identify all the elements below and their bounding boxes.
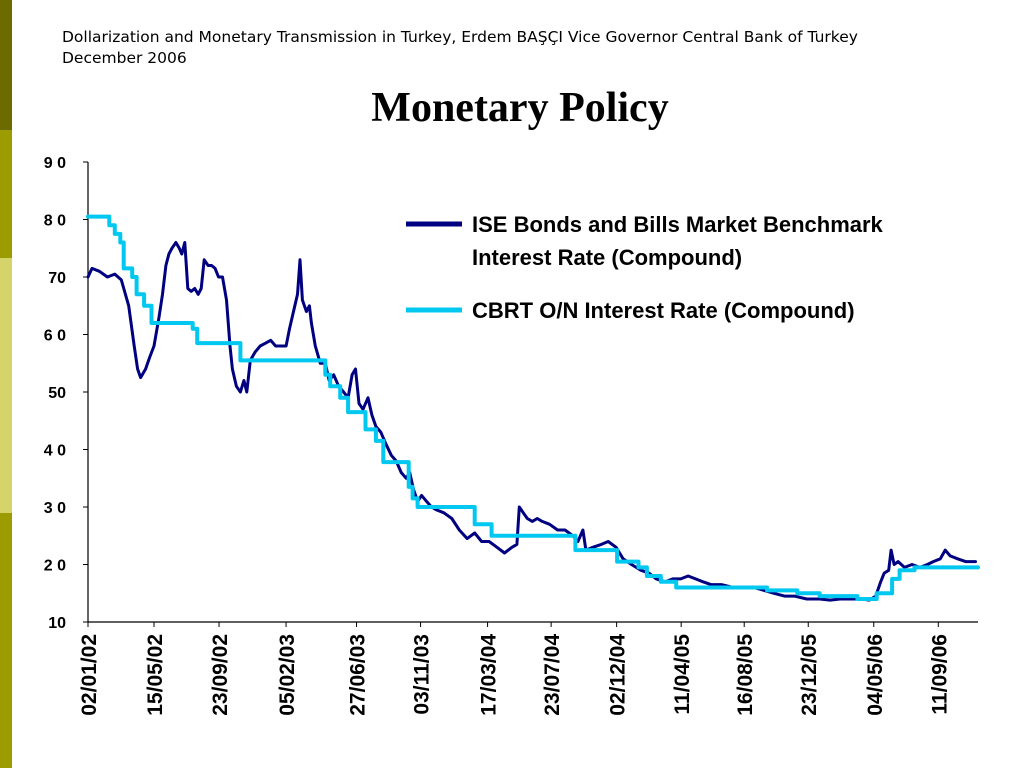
x-tick-label: 23/09/02 [209, 634, 232, 716]
y-tick-label: 4 0 [44, 443, 66, 460]
y-tick-label: 50 [48, 385, 66, 402]
slide-header: Dollarization and Monetary Transmission … [62, 28, 858, 67]
side-bar-pale [0, 258, 12, 513]
series-line-2 [86, 214, 980, 601]
x-tick-label: 27/06/03 [347, 634, 370, 716]
legend-label-1: ISE Bonds and Bills Market Benchmark Inte… [472, 212, 884, 270]
x-tick-label: 02/12/04 [607, 634, 630, 716]
side-bar-dark [0, 0, 12, 130]
series-line-1 [86, 241, 977, 602]
y-tick-label: 3 0 [44, 500, 66, 517]
x-tick-label: 16/08/05 [734, 634, 757, 716]
x-tick-label: 05/02/03 [276, 634, 299, 716]
y-tick-label: 6 0 [44, 328, 66, 345]
legend-label-2: CBRT O/N Interest Rate (Compound) [472, 298, 855, 323]
x-tick-label: 15/05/02 [144, 634, 167, 716]
side-bar-bright-lower [0, 513, 12, 768]
x-tick-label: 17/03/04 [478, 634, 501, 716]
x-tick-label: 02/01/02 [78, 634, 101, 716]
chart: 10 2 0 3 0 4 0 50 6 0 70 8 0 9 0 02/01/02 15/05/02… [44, 155, 980, 716]
x-tick-label: 04/05/06 [864, 634, 887, 716]
x-tick-label: 11/09/06 [928, 634, 951, 715]
y-tick-label: 9 0 [44, 155, 66, 172]
y-tick-label: 70 [48, 270, 66, 287]
y-tick-label: 2 0 [44, 558, 66, 575]
y-tick-label: 8 0 [44, 213, 66, 230]
x-tick-label: 11/04/05 [671, 634, 694, 715]
slide-title: Monetary Policy [371, 85, 669, 131]
x-tick-label: 03/11/03 [411, 634, 434, 715]
y-tick-label: 10 [48, 615, 66, 632]
x-tick-label: 23/07/04 [541, 634, 564, 716]
side-bar-bright [0, 130, 12, 258]
x-tick-label: 23/12/05 [798, 634, 821, 716]
